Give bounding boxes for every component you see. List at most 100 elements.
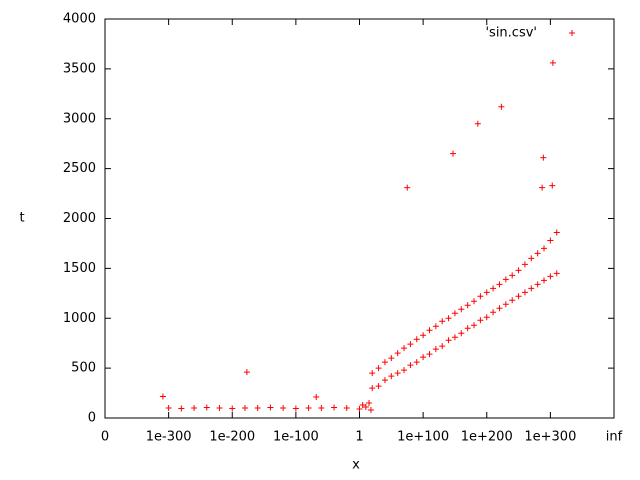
y-tick-label: 1000 (63, 311, 96, 326)
x-tick-label: 1e-200 (209, 430, 255, 445)
point (477, 293, 484, 300)
point (241, 405, 248, 412)
point (375, 383, 382, 390)
point (553, 229, 560, 236)
point (420, 354, 427, 361)
y-tick-label: 4000 (63, 12, 96, 27)
point (528, 255, 535, 262)
y-tick-label: 1500 (63, 261, 96, 276)
x-tick-label: 0 (101, 430, 109, 445)
point (439, 318, 446, 325)
plot-border (104, 18, 615, 419)
point (547, 237, 554, 244)
point (381, 377, 388, 384)
point (318, 405, 325, 412)
point (458, 306, 465, 313)
point (331, 404, 338, 411)
point (549, 59, 556, 66)
point (483, 289, 490, 296)
point (483, 314, 490, 321)
point (541, 277, 548, 284)
point (474, 120, 481, 127)
point (528, 285, 535, 292)
point (216, 405, 223, 412)
point (407, 341, 414, 348)
point (313, 394, 320, 401)
point (229, 405, 236, 412)
point (502, 301, 509, 308)
point (367, 407, 374, 414)
point (439, 343, 446, 350)
point (477, 317, 484, 324)
point (366, 400, 373, 407)
point (451, 334, 458, 341)
y-tick-label: 2000 (63, 211, 96, 226)
point (540, 154, 547, 161)
point (432, 346, 439, 353)
point (407, 362, 414, 369)
y-tick-label: 2500 (63, 161, 96, 176)
point (450, 150, 457, 157)
point (388, 373, 395, 380)
point (394, 350, 401, 357)
point (549, 182, 556, 189)
point (381, 359, 388, 366)
point (343, 405, 350, 412)
x-tick-label: 1e+200 (461, 430, 513, 445)
point (404, 184, 411, 191)
point (394, 370, 401, 377)
point (356, 406, 363, 413)
point (521, 289, 528, 296)
point (490, 309, 497, 316)
point (464, 325, 471, 332)
point (420, 332, 427, 339)
point (515, 293, 522, 300)
y-tick-label: 0 (88, 411, 96, 426)
point (534, 281, 541, 288)
y-tick-label: 3000 (63, 111, 96, 126)
point (509, 297, 516, 304)
point (413, 336, 420, 343)
point (553, 270, 560, 277)
point (451, 310, 458, 317)
legend-label: 'sin.csv' (485, 26, 537, 41)
point (464, 302, 471, 309)
x-tick-label: inf (606, 430, 623, 445)
point (369, 385, 376, 392)
point (191, 405, 198, 412)
x-tick-label: 1e-100 (273, 430, 319, 445)
point (534, 250, 541, 257)
point (243, 369, 250, 376)
point (426, 327, 433, 334)
point (445, 315, 452, 322)
point (471, 322, 478, 329)
point (362, 404, 369, 411)
point (541, 245, 548, 252)
point (359, 402, 366, 409)
x-tick-label: 1e-300 (146, 430, 192, 445)
point (388, 355, 395, 362)
point (547, 273, 554, 280)
point (490, 285, 497, 292)
point (178, 405, 185, 412)
point (254, 405, 261, 412)
y-axis-label: t (19, 211, 24, 226)
point (165, 405, 172, 412)
point (159, 393, 166, 400)
y-tick-label: 3500 (63, 61, 96, 76)
point (509, 272, 516, 279)
point (401, 345, 408, 352)
point (401, 367, 408, 374)
x-tick-label: 1e+100 (397, 430, 449, 445)
point (445, 337, 452, 344)
point (267, 404, 274, 411)
y-tick-label: 500 (71, 361, 96, 376)
point (426, 351, 433, 358)
point (521, 261, 528, 268)
point (496, 305, 503, 312)
legend-marker (569, 30, 575, 36)
point (305, 405, 312, 412)
point (280, 405, 287, 412)
point (496, 281, 503, 288)
